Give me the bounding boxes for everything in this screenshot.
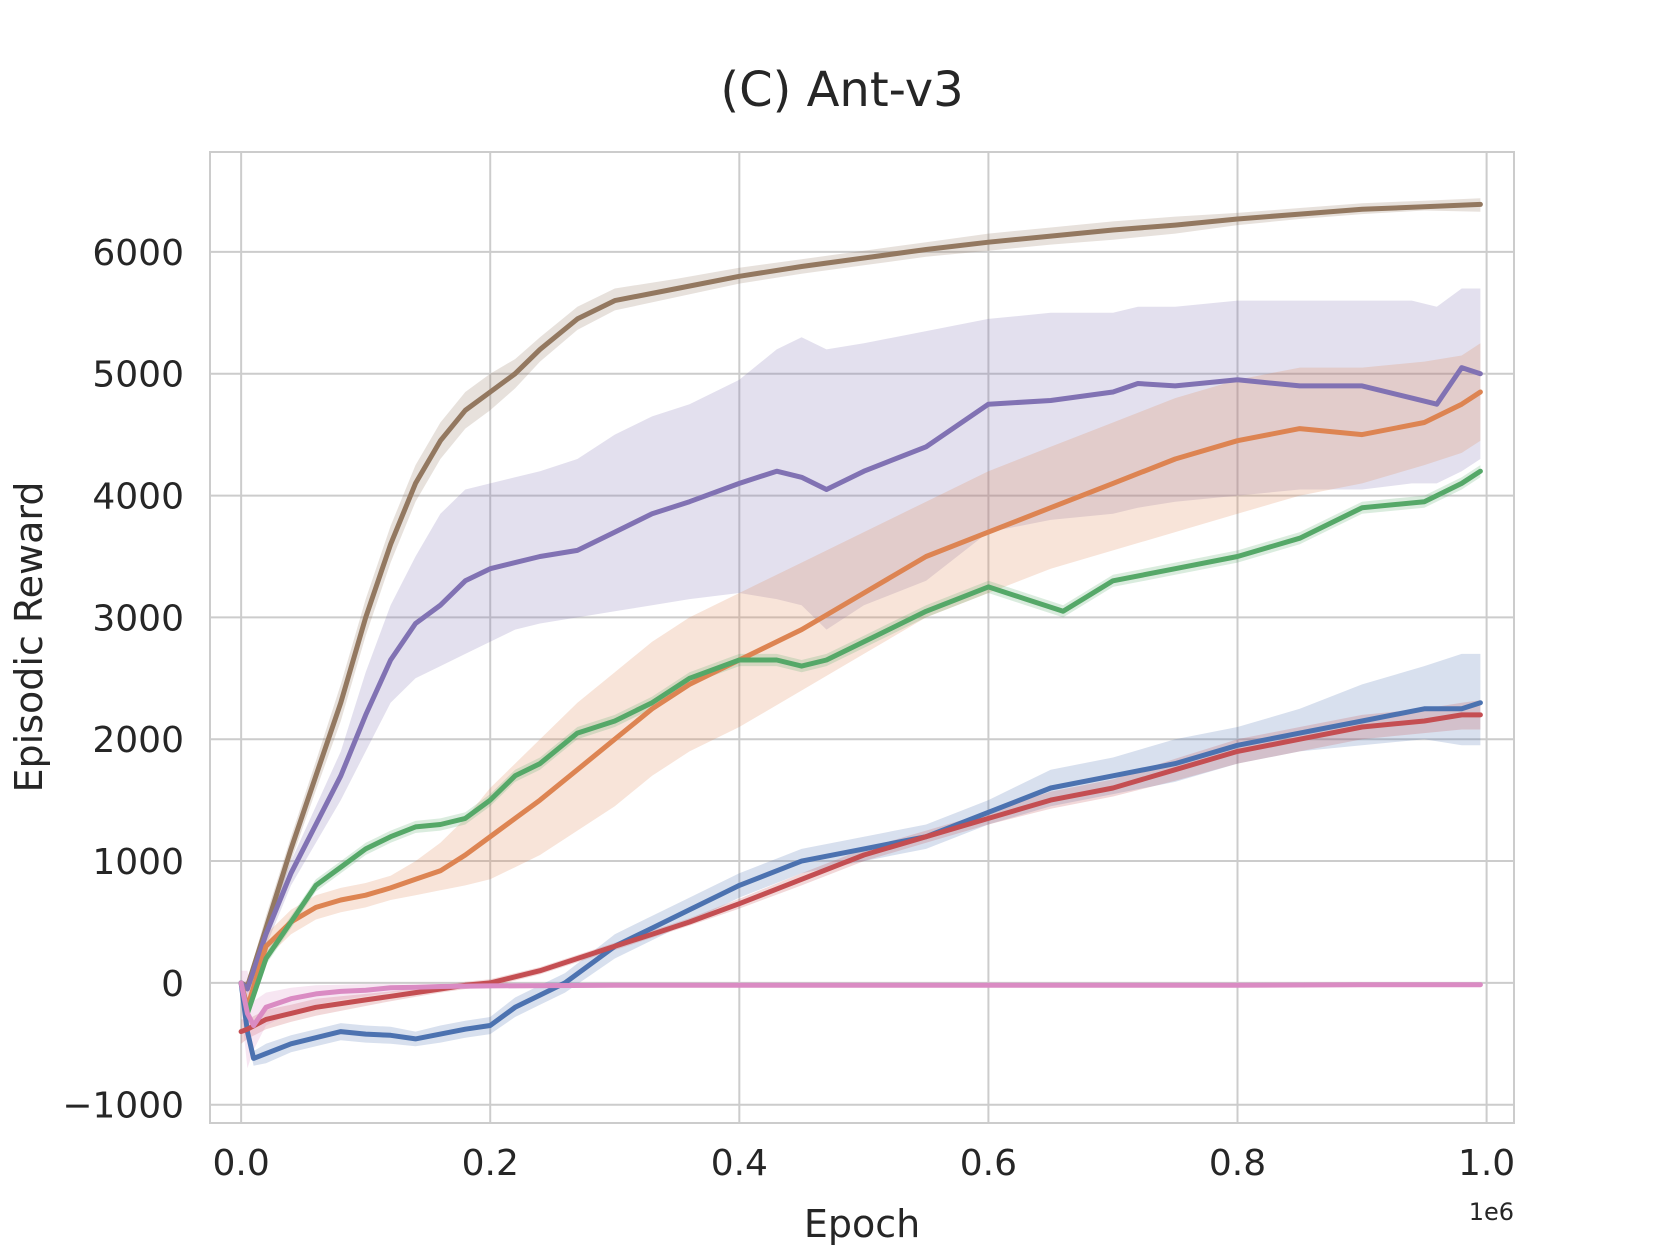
x-tick-label: 0.6 <box>960 1143 1017 1184</box>
y-tick-label: −1000 <box>62 1086 184 1127</box>
y-tick-label: 0 <box>161 964 184 1005</box>
band-red <box>241 700 1481 1044</box>
x-tick-labels: 0.0 0.2 0.4 0.6 0.8 1.0 <box>213 1143 1516 1184</box>
x-tick-label: 0.2 <box>462 1143 519 1184</box>
x-axis-label: Epoch <box>804 1202 920 1246</box>
y-tick-label: 1000 <box>92 842 184 883</box>
x-tick-label: 0.8 <box>1209 1143 1266 1184</box>
line-purple <box>238 365 1483 992</box>
y-tick-label: 6000 <box>92 233 184 274</box>
x-tick-label: 0.0 <box>213 1143 270 1184</box>
band-blue <box>241 653 1481 1066</box>
y-tick-label: 5000 <box>92 355 184 396</box>
band-purple <box>241 288 1481 996</box>
plot-frame <box>209 151 1515 1124</box>
line-red <box>238 712 1483 1035</box>
line-pink <box>238 980 1483 1028</box>
x-offset-label: 1e6 <box>1469 1198 1514 1226</box>
line-blue <box>238 700 1483 1061</box>
y-tick-labels: −1000 0 1000 2000 3000 4000 5000 6000 <box>62 233 184 1127</box>
confidence-bands <box>241 198 1481 1069</box>
x-tick-label: 0.4 <box>711 1143 768 1184</box>
line-brown <box>238 201 1483 989</box>
line-green <box>238 468 1483 1016</box>
series-lines <box>238 201 1483 1061</box>
y-tick-label: 3000 <box>92 598 184 639</box>
x-tick-label: 1.0 <box>1458 1143 1515 1184</box>
chart-title: (C) Ant-v3 <box>720 62 963 118</box>
y-tick-label: 2000 <box>92 720 184 761</box>
band-orange <box>241 343 1481 1020</box>
y-axis-label: Episodic Reward <box>7 482 51 793</box>
y-tick-label: 4000 <box>92 477 184 518</box>
line-orange <box>238 389 1483 1010</box>
